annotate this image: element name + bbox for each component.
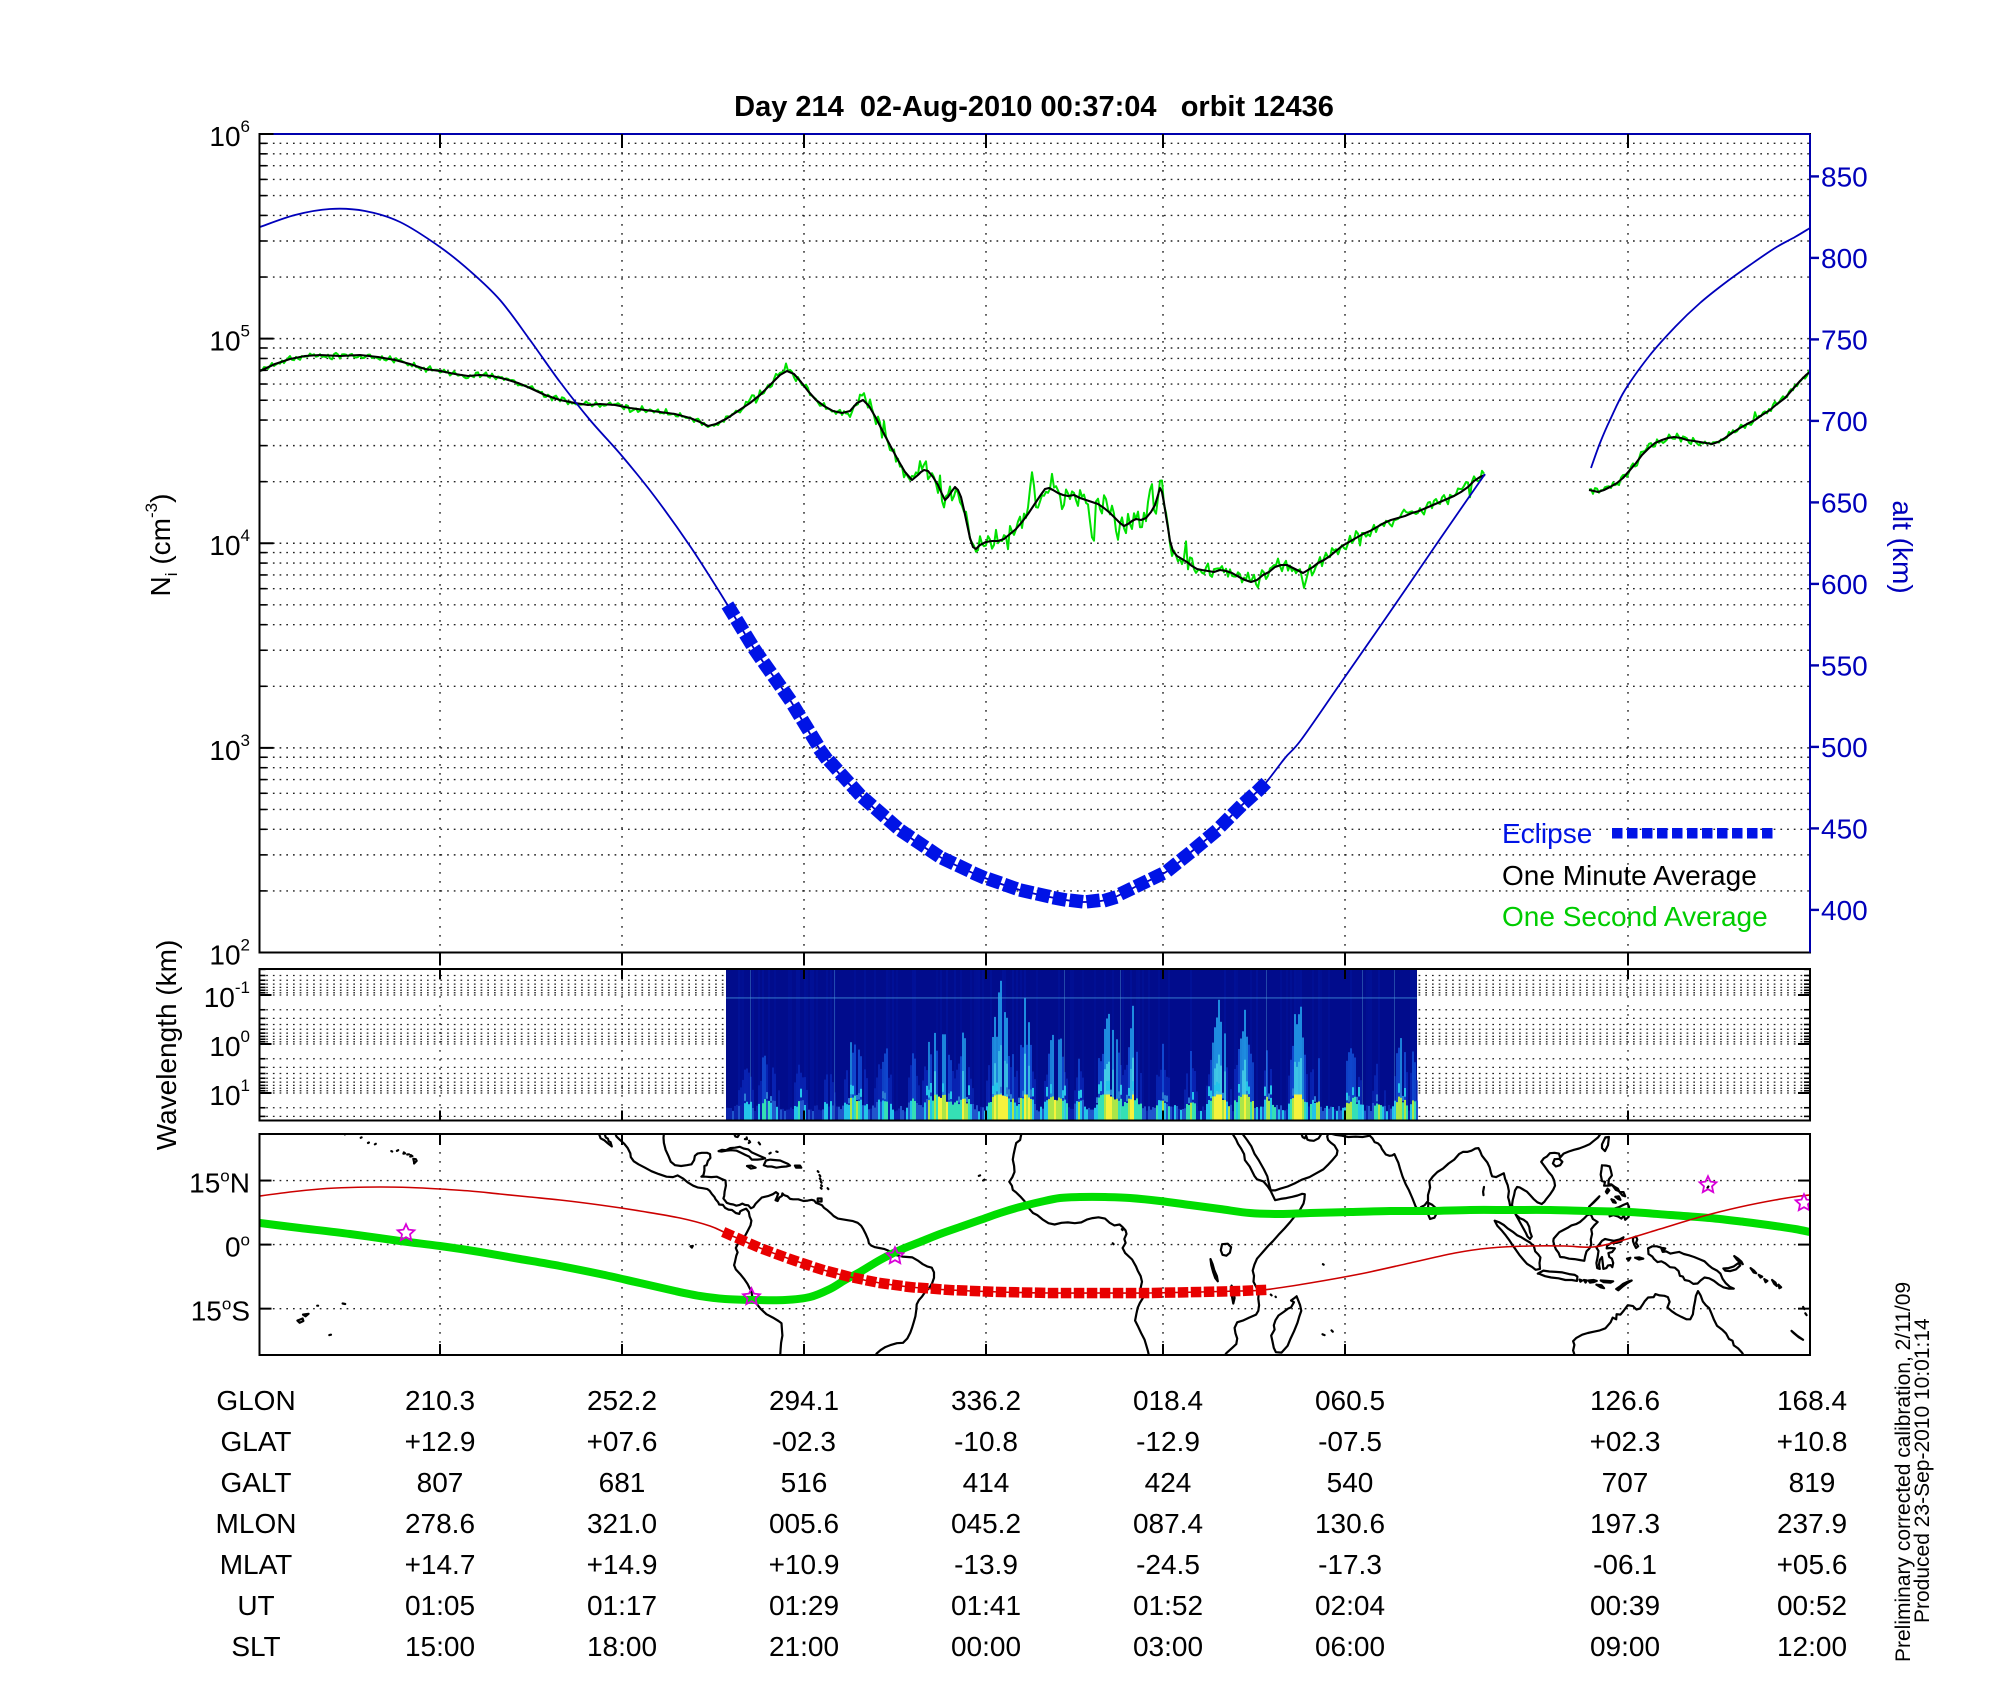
svg-text:-02.3: -02.3 xyxy=(772,1426,836,1457)
svg-text:045.2: 045.2 xyxy=(951,1508,1021,1539)
svg-text:106: 106 xyxy=(209,117,250,152)
svg-text:-24.5: -24.5 xyxy=(1136,1549,1200,1580)
svg-text:850: 850 xyxy=(1821,161,1868,192)
svg-text:321.0: 321.0 xyxy=(587,1508,657,1539)
svg-text:424: 424 xyxy=(1145,1467,1192,1498)
svg-text:+05.6: +05.6 xyxy=(1777,1549,1848,1580)
svg-text:UT: UT xyxy=(237,1590,274,1621)
svg-text:294.1: 294.1 xyxy=(769,1385,839,1416)
svg-text:01:41: 01:41 xyxy=(951,1590,1021,1621)
svg-text:018.4: 018.4 xyxy=(1133,1385,1203,1416)
svg-text:-07.5: -07.5 xyxy=(1318,1426,1382,1457)
svg-text:SLT: SLT xyxy=(231,1631,280,1662)
svg-text:819: 819 xyxy=(1789,1467,1836,1498)
svg-text:Produced 23-Sep-2010 10:01:14: Produced 23-Sep-2010 10:01:14 xyxy=(1911,1318,1934,1623)
svg-text:278.6: 278.6 xyxy=(405,1508,475,1539)
svg-text:130.6: 130.6 xyxy=(1315,1508,1385,1539)
svg-text:168.4: 168.4 xyxy=(1777,1385,1847,1416)
svg-text:-12.9: -12.9 xyxy=(1136,1426,1200,1457)
svg-text:104: 104 xyxy=(209,526,250,561)
svg-text:210.3: 210.3 xyxy=(405,1385,475,1416)
svg-text:10-1: 10-1 xyxy=(204,978,250,1013)
svg-text:GLAT: GLAT xyxy=(220,1426,291,1457)
svg-text:+10.8: +10.8 xyxy=(1777,1426,1848,1457)
svg-text:100: 100 xyxy=(209,1027,250,1062)
svg-text:650: 650 xyxy=(1821,487,1868,518)
svg-text:414: 414 xyxy=(963,1467,1010,1498)
svg-text:550: 550 xyxy=(1821,650,1868,681)
svg-text:02:04: 02:04 xyxy=(1315,1590,1385,1621)
svg-text:750: 750 xyxy=(1821,324,1868,355)
svg-text:00:39: 00:39 xyxy=(1590,1590,1660,1621)
svg-text:+02.3: +02.3 xyxy=(1590,1426,1661,1457)
svg-text:707: 707 xyxy=(1602,1467,1649,1498)
svg-text:-06.1: -06.1 xyxy=(1593,1549,1657,1580)
svg-text:15:00: 15:00 xyxy=(405,1631,475,1662)
svg-text:197.3: 197.3 xyxy=(1590,1508,1660,1539)
svg-text:700: 700 xyxy=(1821,406,1868,437)
svg-text:15oS: 15oS xyxy=(191,1295,250,1327)
svg-text:00:00: 00:00 xyxy=(951,1631,1021,1662)
svg-text:237.9: 237.9 xyxy=(1777,1508,1847,1539)
svg-text:Day 214 02-Aug-2010 00:37:04: Day 214 02-Aug-2010 00:37:04 orbit 12436 xyxy=(734,91,1334,123)
svg-text:105: 105 xyxy=(209,322,250,357)
svg-text:Ni (cm-3): Ni (cm-3) xyxy=(142,494,181,597)
svg-text:-13.9: -13.9 xyxy=(954,1549,1018,1580)
svg-text:One Minute Average: One Minute Average xyxy=(1502,860,1757,891)
svg-text:600: 600 xyxy=(1821,569,1868,600)
svg-text:MLON: MLON xyxy=(216,1508,297,1539)
svg-text:00:52: 00:52 xyxy=(1777,1590,1847,1621)
svg-text:18:00: 18:00 xyxy=(587,1631,657,1662)
svg-text:06:00: 06:00 xyxy=(1315,1631,1385,1662)
svg-text:+14.7: +14.7 xyxy=(405,1549,476,1580)
svg-text:01:05: 01:05 xyxy=(405,1590,475,1621)
svg-text:450: 450 xyxy=(1821,813,1868,844)
svg-text:400: 400 xyxy=(1821,895,1868,926)
svg-text:103: 103 xyxy=(209,731,250,766)
svg-text:681: 681 xyxy=(599,1467,646,1498)
svg-text:03:00: 03:00 xyxy=(1133,1631,1203,1662)
svg-text:-10.8: -10.8 xyxy=(954,1426,1018,1457)
svg-text:101: 101 xyxy=(209,1076,250,1111)
svg-text:One Second Average: One Second Average xyxy=(1502,901,1768,932)
svg-text:01:29: 01:29 xyxy=(769,1590,839,1621)
svg-text:516: 516 xyxy=(781,1467,828,1498)
svg-text:-17.3: -17.3 xyxy=(1318,1549,1382,1580)
svg-text:Wavelength (km): Wavelength (km) xyxy=(151,940,182,1151)
svg-text:005.6: 005.6 xyxy=(769,1508,839,1539)
svg-text:+14.9: +14.9 xyxy=(587,1549,658,1580)
svg-text:+07.6: +07.6 xyxy=(587,1426,658,1457)
svg-text:+10.9: +10.9 xyxy=(769,1549,840,1580)
svg-text:807: 807 xyxy=(417,1467,464,1498)
svg-text:336.2: 336.2 xyxy=(951,1385,1021,1416)
svg-text:12:00: 12:00 xyxy=(1777,1631,1847,1662)
svg-text:MLAT: MLAT xyxy=(220,1549,293,1580)
svg-text:126.6: 126.6 xyxy=(1590,1385,1660,1416)
svg-text:01:52: 01:52 xyxy=(1133,1590,1203,1621)
svg-text:09:00: 09:00 xyxy=(1590,1631,1660,1662)
svg-text:500: 500 xyxy=(1821,732,1868,763)
svg-text:087.4: 087.4 xyxy=(1133,1508,1203,1539)
svg-text:21:00: 21:00 xyxy=(769,1631,839,1662)
svg-text:Eclipse: Eclipse xyxy=(1502,818,1592,849)
svg-text:alt (km): alt (km) xyxy=(1887,500,1918,593)
svg-text:102: 102 xyxy=(209,936,250,971)
svg-text:540: 540 xyxy=(1327,1467,1374,1498)
svg-text:800: 800 xyxy=(1821,243,1868,274)
svg-text:15oN: 15oN xyxy=(189,1167,250,1199)
svg-text:060.5: 060.5 xyxy=(1315,1385,1385,1416)
svg-text:Preliminary corrected calibrat: Preliminary corrected calibration, 2/11/… xyxy=(1892,1282,1915,1662)
svg-text:252.2: 252.2 xyxy=(587,1385,657,1416)
svg-text:+12.9: +12.9 xyxy=(405,1426,476,1457)
svg-text:GLON: GLON xyxy=(216,1385,295,1416)
svg-text:01:17: 01:17 xyxy=(587,1590,657,1621)
svg-text:GALT: GALT xyxy=(220,1467,291,1498)
